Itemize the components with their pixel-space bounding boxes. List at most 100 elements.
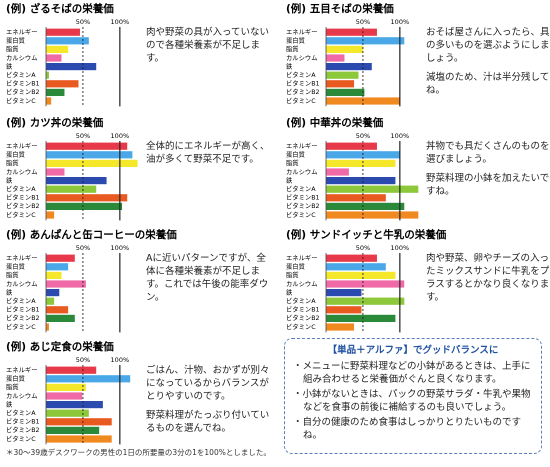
category-label: ビタミンC — [286, 210, 316, 219]
bar — [326, 185, 419, 193]
bar — [326, 280, 405, 288]
category-label: ビタミンC — [6, 434, 36, 443]
bar — [326, 314, 396, 322]
x-tick-label: 100% — [111, 18, 130, 26]
bar — [46, 37, 89, 45]
note-paragraph: 野菜料理の小鉢を加えたいですね。 — [426, 173, 550, 197]
bar — [326, 297, 405, 305]
category-label: 蛋白質 — [6, 374, 25, 383]
category-label: エネルギー — [6, 366, 37, 374]
category-label: ビタミンB1 — [286, 193, 320, 202]
note-text: 丼物でも具だくさんのものを選びましょう。 野菜料理の小鉢を加えたいですね。 — [426, 140, 550, 204]
bar — [326, 177, 396, 185]
x-tick-label: 100% — [111, 356, 130, 364]
chart-title: (例) サンドイッチと牛乳の栄養価 — [286, 228, 447, 241]
bar — [46, 280, 86, 288]
x-tick-label: 100% — [391, 132, 410, 140]
note-paragraph: 丼物でも具だくさんのものを選びましょう。 — [426, 141, 550, 165]
tip-title: 【単品＋アルファ】でグッドバランスに — [327, 345, 499, 356]
category-label: ビタミンA — [286, 296, 316, 305]
bar — [326, 80, 355, 88]
x-tick-label: 50% — [76, 356, 90, 364]
note-paragraph: Aに近いパターンですが、全体に各種栄養素が不足します。これでは午後の能率ダウン。 — [146, 253, 269, 303]
bar — [326, 45, 363, 53]
note-text: 全体的にエネルギーが高く、油が多くて野菜不足です。 — [146, 140, 274, 172]
category-label: 脂質 — [6, 382, 19, 391]
bar — [326, 71, 359, 79]
bar — [326, 88, 365, 96]
bar — [326, 306, 362, 314]
bar — [326, 28, 377, 36]
bar — [326, 289, 362, 297]
x-tick-label: 50% — [356, 18, 370, 26]
category-label: カルシウム — [6, 54, 37, 62]
category-label: ビタミンB2 — [6, 425, 40, 434]
chart-title: (例) ざるそばの栄養価 — [6, 2, 114, 15]
category-label: 脂質 — [6, 44, 19, 53]
bar — [326, 63, 372, 71]
footnote: ＊30～39歳デスクワークの男性の1日の所要量の3分の1を100%としました。 — [6, 448, 271, 457]
category-label: ビタミンB2 — [286, 313, 320, 322]
x-tick-label: 100% — [391, 244, 410, 252]
bar — [46, 383, 86, 391]
x-tick-label: 50% — [76, 18, 90, 26]
bar — [326, 271, 396, 279]
bar — [46, 426, 100, 434]
category-label: 蛋白質 — [286, 36, 305, 45]
bar — [46, 194, 128, 202]
bar — [46, 392, 83, 400]
bar — [46, 254, 75, 262]
category-label: 蛋白質 — [286, 150, 305, 159]
x-tick-label: 100% — [111, 132, 130, 140]
bar — [46, 142, 128, 150]
bar — [326, 263, 386, 271]
bar — [46, 88, 65, 96]
bar — [46, 271, 62, 279]
category-label: 蛋白質 — [6, 262, 25, 271]
category-label: カルシウム — [286, 168, 317, 176]
category-label: 鉄 — [286, 61, 293, 70]
category-label: ビタミンA — [286, 70, 316, 79]
category-label: 鉄 — [286, 287, 293, 296]
category-label: エネルギー — [286, 28, 317, 36]
bar — [46, 323, 49, 331]
category-label: ビタミンA — [6, 408, 36, 417]
category-label: エネルギー — [6, 142, 37, 150]
bar — [326, 194, 386, 202]
bar — [46, 54, 62, 62]
note-paragraph: ごはん、汁物、おかずが別々になっているからバランスがとりやすいのです。 — [146, 365, 270, 402]
category-label: ビタミンC — [286, 322, 316, 331]
category-label: 蛋白質 — [6, 36, 25, 45]
note-paragraph: 野菜料理がたっぷり付いているものを選んでね。 — [146, 410, 270, 434]
bar — [326, 159, 396, 167]
bar — [46, 306, 69, 314]
category-label: カルシウム — [6, 168, 37, 176]
bar — [46, 80, 79, 88]
category-label: カルシウム — [286, 280, 317, 288]
category-label: 蛋白質 — [286, 262, 305, 271]
bar — [326, 142, 377, 150]
bar — [46, 45, 69, 53]
bar — [46, 168, 65, 176]
category-label: ビタミンA — [6, 296, 36, 305]
bar — [46, 314, 75, 322]
category-label: ビタミンC — [6, 96, 36, 105]
x-tick-label: 50% — [356, 132, 370, 140]
bar — [326, 37, 405, 45]
bar — [46, 177, 107, 185]
note-text: おそば屋さんに入ったら、具の多いものを選ぶようにしましょう。 減塩のため、汁は半分… — [426, 26, 550, 103]
category-label: ビタミンB2 — [286, 87, 320, 96]
note-text: 肉や野菜の具が入っていないので各種栄養素が不足します。 — [146, 26, 274, 71]
category-label: ビタミンB1 — [6, 305, 40, 314]
bar — [46, 185, 97, 193]
bar — [46, 375, 131, 383]
category-label: 鉄 — [286, 175, 293, 184]
note-paragraph: 減塩のため、汁は半分残してね。 — [426, 72, 550, 96]
category-label: ビタミンB1 — [6, 193, 40, 202]
bar — [46, 63, 97, 71]
category-label: ビタミンB1 — [286, 79, 320, 88]
category-label: ビタミンB2 — [6, 87, 40, 96]
category-label: 鉄 — [6, 61, 13, 70]
chart-title: (例) 中華丼の栄養価 — [286, 116, 384, 129]
